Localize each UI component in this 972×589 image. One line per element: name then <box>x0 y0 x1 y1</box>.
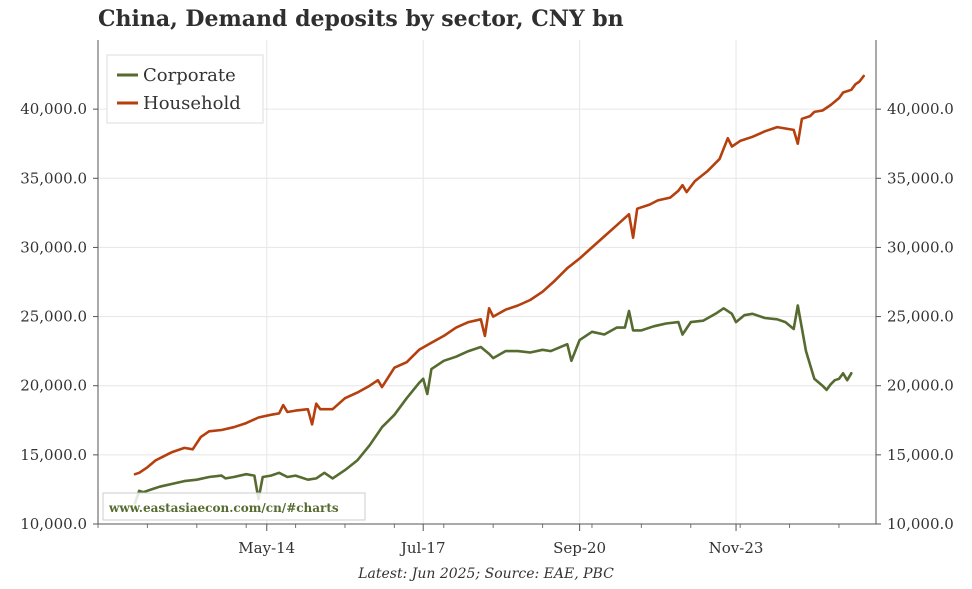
y-tick-label-left: 10,000.0 <box>20 515 87 533</box>
legend: Corporate Household <box>106 54 264 124</box>
axes <box>93 40 881 531</box>
x-tick-label: May-14 <box>238 539 295 557</box>
x-tick-label: Nov-23 <box>709 539 764 557</box>
watermark-text: www.eastasiaecon.com/cn/#charts <box>108 501 339 515</box>
y-tick-label-right: 25,000.0 <box>887 308 954 326</box>
legend-label-corporate: Corporate <box>143 65 236 86</box>
y-tick-label-left: 30,000.0 <box>20 238 87 256</box>
y-tick-label-right: 40,000.0 <box>887 100 954 118</box>
y-tick-label-left: 15,000.0 <box>20 446 87 464</box>
tick-labels: 10,000.0 10,000.0 15,000.0 15,000.0 20,000.0… <box>20 100 954 557</box>
y-tick-label-right: 20,000.0 <box>887 377 954 395</box>
y-tick-label-right: 10,000.0 <box>887 515 954 533</box>
watermark: www.eastasiaecon.com/cn/#charts <box>102 492 366 521</box>
y-tick-label-left: 20,000.0 <box>20 377 87 395</box>
series-line-corporate <box>133 304 853 505</box>
watermark-box <box>102 492 366 521</box>
chart-title: China, Demand deposits by sector, CNY bn <box>98 6 624 32</box>
series-lines <box>133 74 866 505</box>
x-tick-label: Sep-20 <box>553 539 606 557</box>
series-line-household <box>133 74 866 476</box>
y-tick-label-right: 15,000.0 <box>887 446 954 464</box>
legend-label-household: Household <box>143 93 241 114</box>
y-tick-label-left: 40,000.0 <box>20 100 87 118</box>
x-tick-label: Jul-17 <box>399 539 446 557</box>
y-tick-label-left: 25,000.0 <box>20 308 87 326</box>
y-tick-label-left: 35,000.0 <box>20 169 87 187</box>
chart-footnote: Latest: Jun 2025; Source: EAE, PBC <box>358 566 614 582</box>
legend-box <box>106 54 264 124</box>
y-tick-label-right: 30,000.0 <box>887 238 954 256</box>
y-tick-label-right: 35,000.0 <box>887 169 954 187</box>
